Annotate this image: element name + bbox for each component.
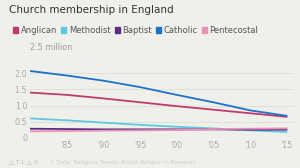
Legend: Anglican, Methodist, Baptist, Catholic, Pentecostal: Anglican, Methodist, Baptist, Catholic, …: [13, 26, 258, 35]
Text: △ T L △ S: △ T L △ S: [9, 160, 38, 165]
Text: Church membership in England: Church membership in England: [9, 5, 174, 15]
Text: 2.5 million: 2.5 million: [30, 43, 72, 52]
Text: |  Data: Religious Trends, British Religion in Numbers: | Data: Religious Trends, British Religi…: [51, 159, 196, 165]
